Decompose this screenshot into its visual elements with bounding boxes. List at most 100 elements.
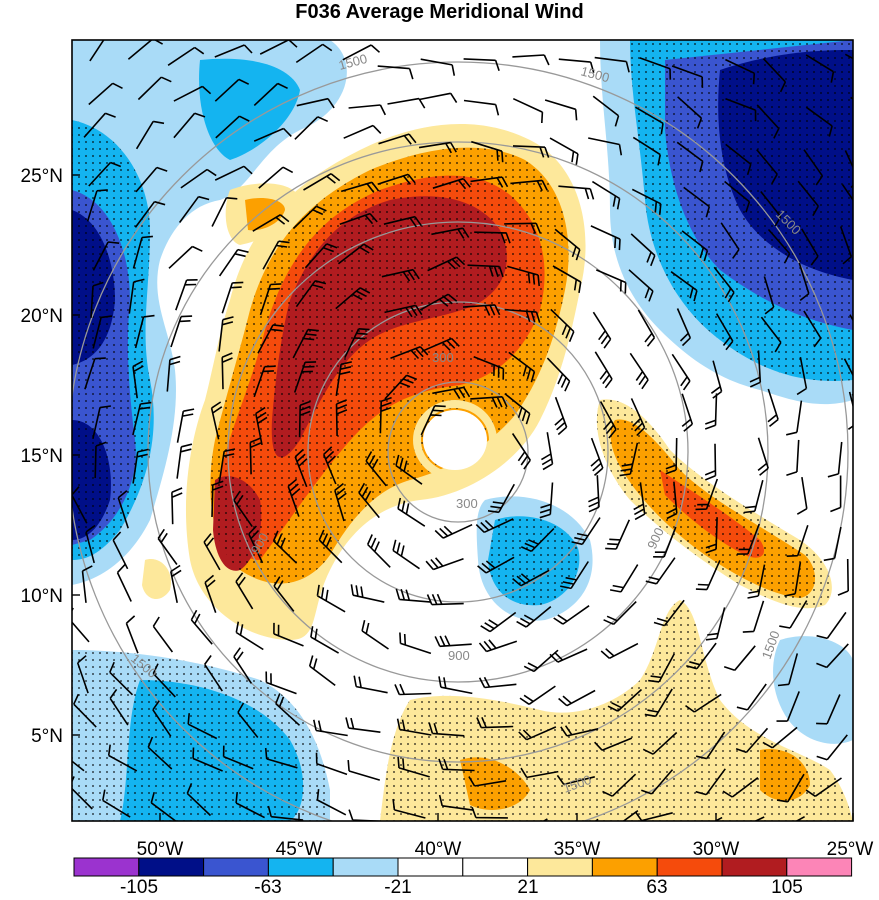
wind-barb (222, 745, 254, 770)
wind-barb (816, 734, 848, 761)
wind-barb (171, 487, 183, 525)
colorbar-swatch (138, 857, 205, 877)
wind-barb (676, 308, 692, 347)
wind-barb (350, 584, 385, 603)
wind-barb (293, 361, 317, 393)
wind-barb (760, 316, 782, 353)
wind-barb (112, 531, 129, 570)
wind-barb (686, 642, 717, 670)
wind-barb (218, 448, 236, 484)
wind-barb (152, 700, 172, 737)
wind-barb (399, 632, 432, 655)
wind-barb (128, 278, 145, 314)
wind-barb (713, 816, 723, 821)
wind-barb (167, 46, 205, 66)
wind-barb (168, 245, 203, 269)
wind-barb (786, 525, 809, 557)
wind-barb (211, 197, 238, 227)
wind-barb (432, 386, 471, 400)
wind-field (72, 40, 853, 821)
wind-barb (554, 396, 568, 436)
wind-barb (852, 274, 853, 313)
wind-barb (805, 54, 835, 83)
wind-barb (396, 718, 432, 736)
wind-barb (786, 439, 800, 477)
colorbar-swatch (591, 857, 658, 877)
wind-barb (539, 482, 554, 519)
wind-barb (607, 688, 643, 712)
wind-barb (504, 392, 531, 425)
wind-barb (89, 40, 105, 62)
colorbar-swatch (656, 857, 723, 877)
wind-barb (516, 605, 552, 628)
wind-barb (558, 689, 596, 707)
wind-barb (671, 353, 691, 391)
wind-barb (83, 112, 116, 138)
wind-barb (381, 268, 420, 282)
wind-barb (383, 215, 422, 228)
wind-barb (187, 713, 218, 740)
wind-barb (634, 106, 664, 135)
wind-barb (248, 525, 264, 564)
wind-barb (339, 212, 378, 225)
wind-barb (816, 611, 847, 640)
wind-barb (762, 726, 798, 749)
wind-barb (653, 599, 685, 627)
wind-barb (471, 807, 508, 819)
wind-barb (468, 776, 507, 787)
colorbar-label: 105 (771, 877, 803, 898)
colorbar-label: -63 (254, 877, 281, 898)
wind-barb (816, 694, 841, 725)
wind-barb (476, 716, 514, 729)
wind-barb (695, 560, 721, 591)
wind-barb (237, 702, 259, 738)
wind-barb (90, 281, 104, 318)
wind-barb (743, 480, 764, 514)
wind-barb (366, 534, 391, 568)
wind-barb (190, 609, 213, 645)
wind-barb (94, 441, 107, 479)
wind-barb (92, 315, 113, 349)
wind-barb (747, 564, 766, 599)
wind-barb (475, 518, 514, 534)
wind-barb (504, 308, 541, 323)
wind-barb (803, 149, 824, 186)
wind-barb (294, 116, 329, 140)
wind-barb (186, 782, 212, 817)
wind-barb (762, 58, 787, 93)
x-tick-label: 50°W (137, 839, 184, 860)
wind-barb (487, 483, 516, 514)
colorbar-swatch (203, 857, 269, 877)
wind-barb (779, 600, 808, 629)
wind-barb (294, 448, 308, 488)
wind-barb (756, 149, 778, 185)
wind-barb (132, 401, 152, 436)
wind-barb (427, 256, 466, 272)
ring-label: 300 (432, 350, 454, 365)
wind-barb (335, 287, 371, 310)
wind-barb (384, 304, 423, 318)
wind-barb (592, 95, 620, 127)
wind-barb (676, 141, 704, 173)
wind-barb (839, 226, 853, 265)
wind-barb (777, 653, 799, 687)
wind-barb (639, 57, 672, 80)
wind-barb (653, 526, 677, 558)
y-tick-label: 5°N (31, 726, 63, 747)
wind-barb (633, 482, 646, 521)
wind-barb (438, 676, 473, 695)
wind-barb (233, 490, 253, 528)
wind-barb (540, 432, 554, 471)
wind-barb (763, 276, 775, 315)
wind-barb (292, 328, 319, 359)
wind-barb (602, 773, 637, 797)
wind-barb (397, 756, 430, 778)
wind-barb (275, 693, 301, 726)
wind-barb (265, 671, 297, 695)
wind-barb (253, 82, 288, 106)
wind-barb (135, 120, 165, 150)
x-tick-label: 35°W (554, 839, 601, 860)
wind-barb (725, 97, 757, 122)
wind-barb (253, 365, 276, 398)
